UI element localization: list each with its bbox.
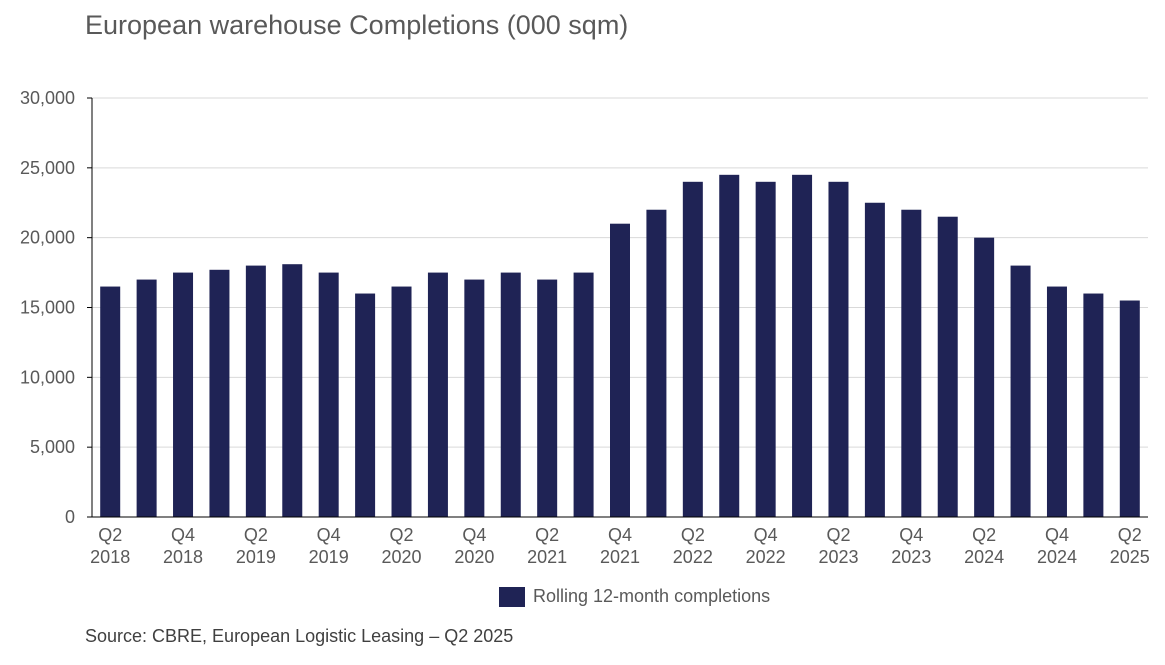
x-tick-label: Q4 2022 <box>746 525 786 567</box>
x-tick-label: Q4 2021 <box>600 525 640 567</box>
y-tick-label: 0 <box>65 507 75 527</box>
bar-series <box>100 174 1140 518</box>
bar <box>537 279 558 517</box>
bar <box>864 202 885 517</box>
y-tick-label: 5,000 <box>30 437 75 457</box>
y-tick-label: 25,000 <box>20 158 75 178</box>
bar <box>1083 293 1104 517</box>
bar <box>755 181 776 518</box>
x-tick-label: Q2 2021 <box>527 525 567 567</box>
bar <box>573 272 594 517</box>
bar <box>136 279 157 517</box>
bar <box>173 272 194 517</box>
legend: Rolling 12-month completions <box>499 586 770 607</box>
x-axis-ticks: Q2 2018 Q4 2018 Q2 2019 Q4 2019 Q2 2020 Q4 2020 Q2 20… <box>90 525 1150 567</box>
bar <box>209 269 230 517</box>
bar <box>901 209 922 517</box>
y-axis-ticks: 0 5,000 10,000 15,000 20,000 25,000 30,000 <box>20 88 75 527</box>
y-tick-label: 30,000 <box>20 88 75 108</box>
bar <box>1010 265 1031 517</box>
x-tick-label: Q2 2020 <box>381 525 421 567</box>
x-tick-label: Q2 2025 <box>1110 525 1150 567</box>
legend-label: Rolling 12-month completions <box>533 586 771 606</box>
x-tick-label: Q4 2019 <box>309 525 349 567</box>
x-tick-label: Q2 2023 <box>818 525 858 567</box>
bar <box>1046 286 1067 517</box>
x-tick-label: Q4 2024 <box>1037 525 1077 567</box>
chart-title: European warehouse Completions (000 sqm) <box>85 10 629 40</box>
bar <box>974 237 995 517</box>
x-tick-label: Q2 2019 <box>236 525 276 567</box>
bar <box>100 286 121 517</box>
bar <box>828 181 849 518</box>
bar <box>464 279 485 517</box>
x-tick-label: Q2 2022 <box>673 525 713 567</box>
x-tick-label: Q2 2018 <box>90 525 130 567</box>
x-tick-label: Q4 2020 <box>454 525 494 567</box>
x-tick-label: Q4 2023 <box>891 525 931 567</box>
bar <box>355 293 376 517</box>
y-tick-label: 10,000 <box>20 367 75 387</box>
y-tick-label: 15,000 <box>20 298 75 318</box>
bar <box>245 265 266 517</box>
bar <box>318 272 339 517</box>
bar <box>427 272 448 517</box>
bar <box>682 181 703 518</box>
bar <box>792 174 813 518</box>
y-tick-label: 20,000 <box>20 228 75 248</box>
axes <box>87 97 1148 518</box>
bar <box>282 264 303 517</box>
bar <box>646 209 667 517</box>
bar <box>391 286 412 517</box>
legend-swatch <box>499 586 525 607</box>
source-note: Source: CBRE, European Logistic Leasing … <box>85 626 514 646</box>
bar <box>610 223 630 517</box>
bar <box>719 174 740 518</box>
x-tick-label: Q4 2018 <box>163 525 203 567</box>
bar <box>500 272 521 517</box>
bar <box>937 216 958 517</box>
x-tick-label: Q2 2024 <box>964 525 1004 567</box>
bar <box>1119 300 1140 517</box>
